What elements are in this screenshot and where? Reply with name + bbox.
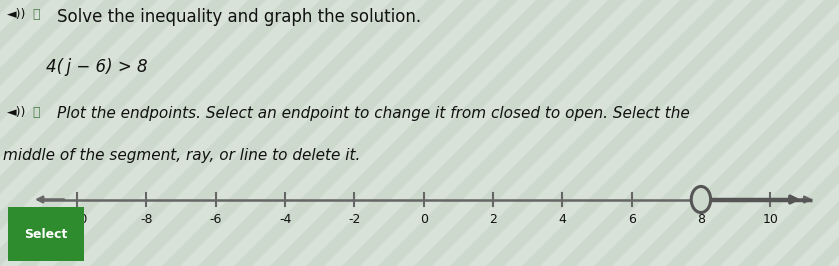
Text: -8: -8	[140, 213, 153, 226]
Text: 4( j − 6) > 8: 4( j − 6) > 8	[46, 58, 148, 76]
Text: -4: -4	[279, 213, 291, 226]
Text: ◄)): ◄))	[7, 106, 26, 119]
Text: 6: 6	[628, 213, 636, 226]
Text: 8: 8	[697, 213, 705, 226]
Text: middle of the segment, ray, or line to delete it.: middle of the segment, ray, or line to d…	[3, 148, 360, 163]
Text: 0: 0	[420, 213, 428, 226]
Text: 4: 4	[559, 213, 566, 226]
Text: -2: -2	[348, 213, 361, 226]
Circle shape	[691, 186, 711, 213]
Text: 2: 2	[489, 213, 497, 226]
Text: 🔉: 🔉	[32, 106, 39, 119]
Text: Select: Select	[24, 228, 68, 240]
Text: -6: -6	[210, 213, 222, 226]
Text: Solve the inequality and graph the solution.: Solve the inequality and graph the solut…	[57, 8, 421, 26]
Text: Plot the endpoints. Select an endpoint to change it from closed to open. Select : Plot the endpoints. Select an endpoint t…	[57, 106, 690, 120]
Text: 10: 10	[763, 213, 779, 226]
Text: -10: -10	[67, 213, 87, 226]
Text: ◄)): ◄))	[7, 8, 26, 21]
Text: 🔉: 🔉	[32, 8, 39, 21]
